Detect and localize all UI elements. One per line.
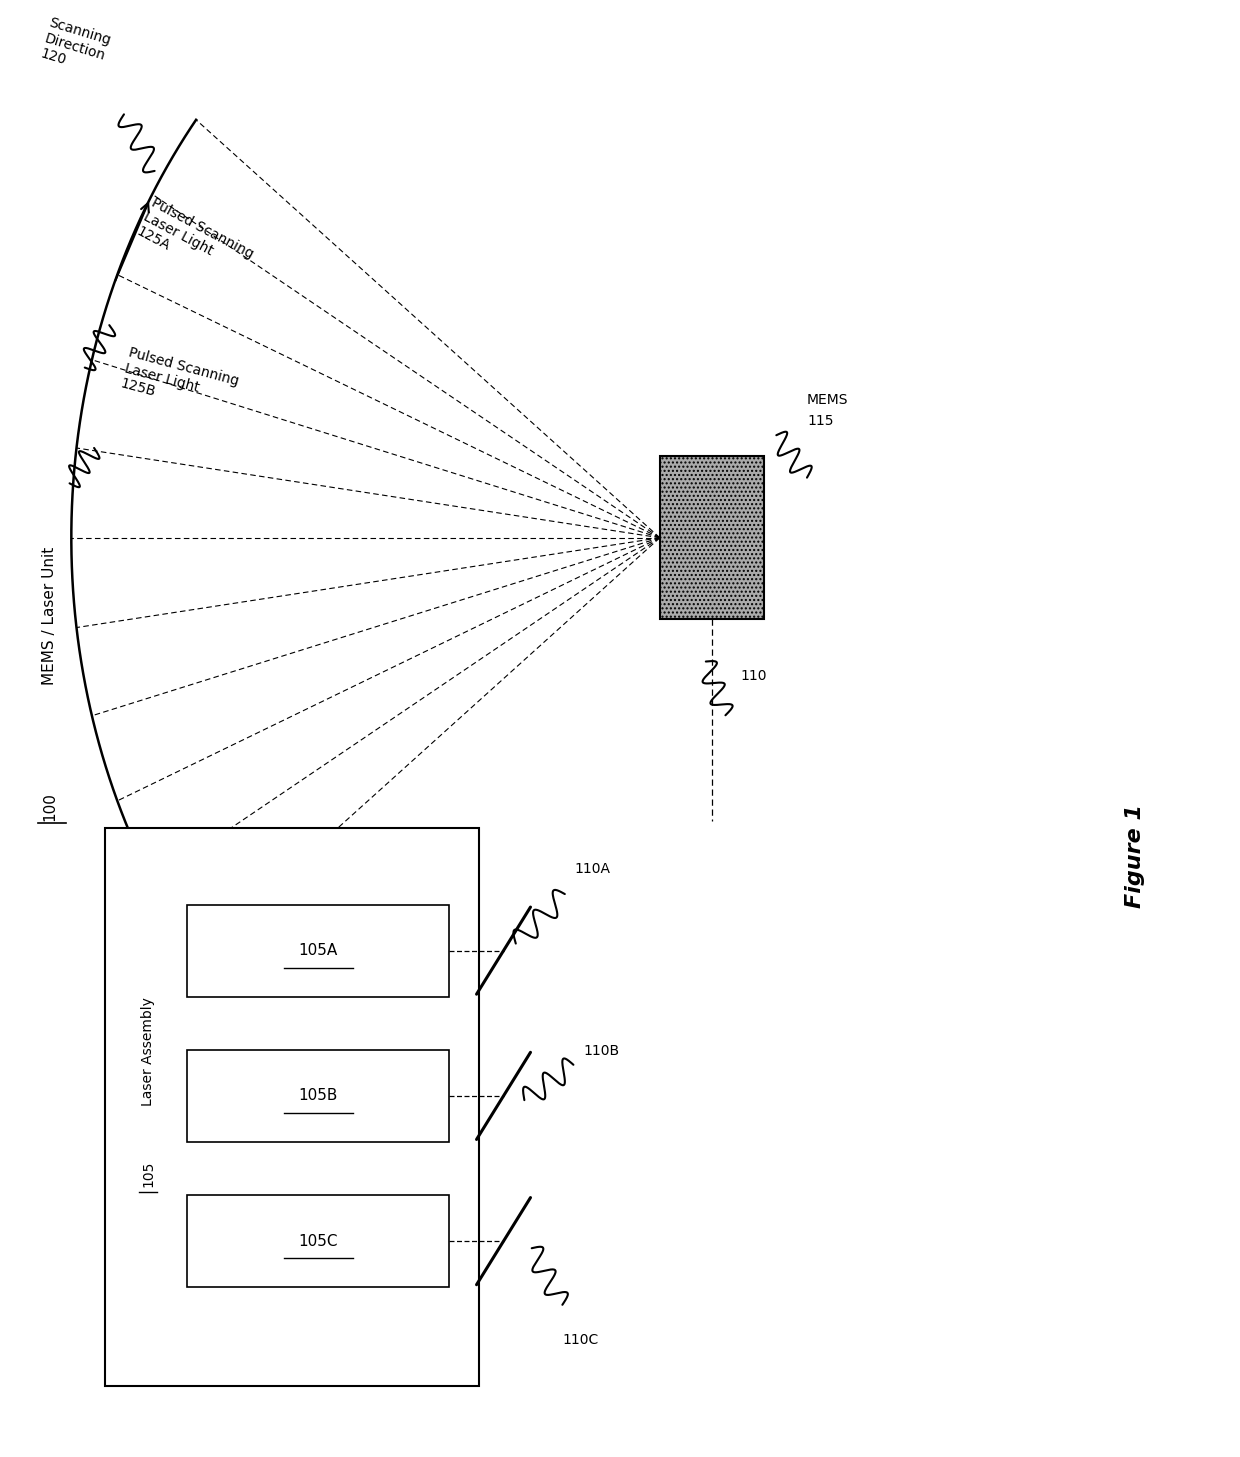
Text: Pulsed Scanning
Laser Light
125B: Pulsed Scanning Laser Light 125B [119,345,241,420]
Text: Pulsed Scanning
Laser Light
125A: Pulsed Scanning Laser Light 125A [134,195,255,290]
Text: 110C: 110C [563,1333,599,1348]
Text: 110B: 110B [583,1043,619,1058]
Text: Laser Assembly: Laser Assembly [141,997,155,1106]
Text: 100: 100 [42,793,57,820]
Text: Scanning
Direction
120: Scanning Direction 120 [38,16,113,79]
Bar [187,1195,449,1287]
Text: 105C: 105C [299,1234,339,1249]
Bar [187,905,449,997]
Text: 105: 105 [141,1161,155,1187]
Bar [187,1050,449,1142]
Bar [660,456,764,619]
Text: MEMS: MEMS [807,393,848,407]
Text: 105A: 105A [299,943,337,959]
Text: 115: 115 [807,414,833,428]
Text: 110A: 110A [574,861,610,876]
Text: 110: 110 [740,669,766,683]
Bar [105,828,479,1387]
Text: Figure 1: Figure 1 [1125,804,1145,908]
Text: MEMS / Laser Unit: MEMS / Laser Unit [42,546,57,685]
Bar [660,456,764,619]
Text: 105B: 105B [299,1088,337,1103]
